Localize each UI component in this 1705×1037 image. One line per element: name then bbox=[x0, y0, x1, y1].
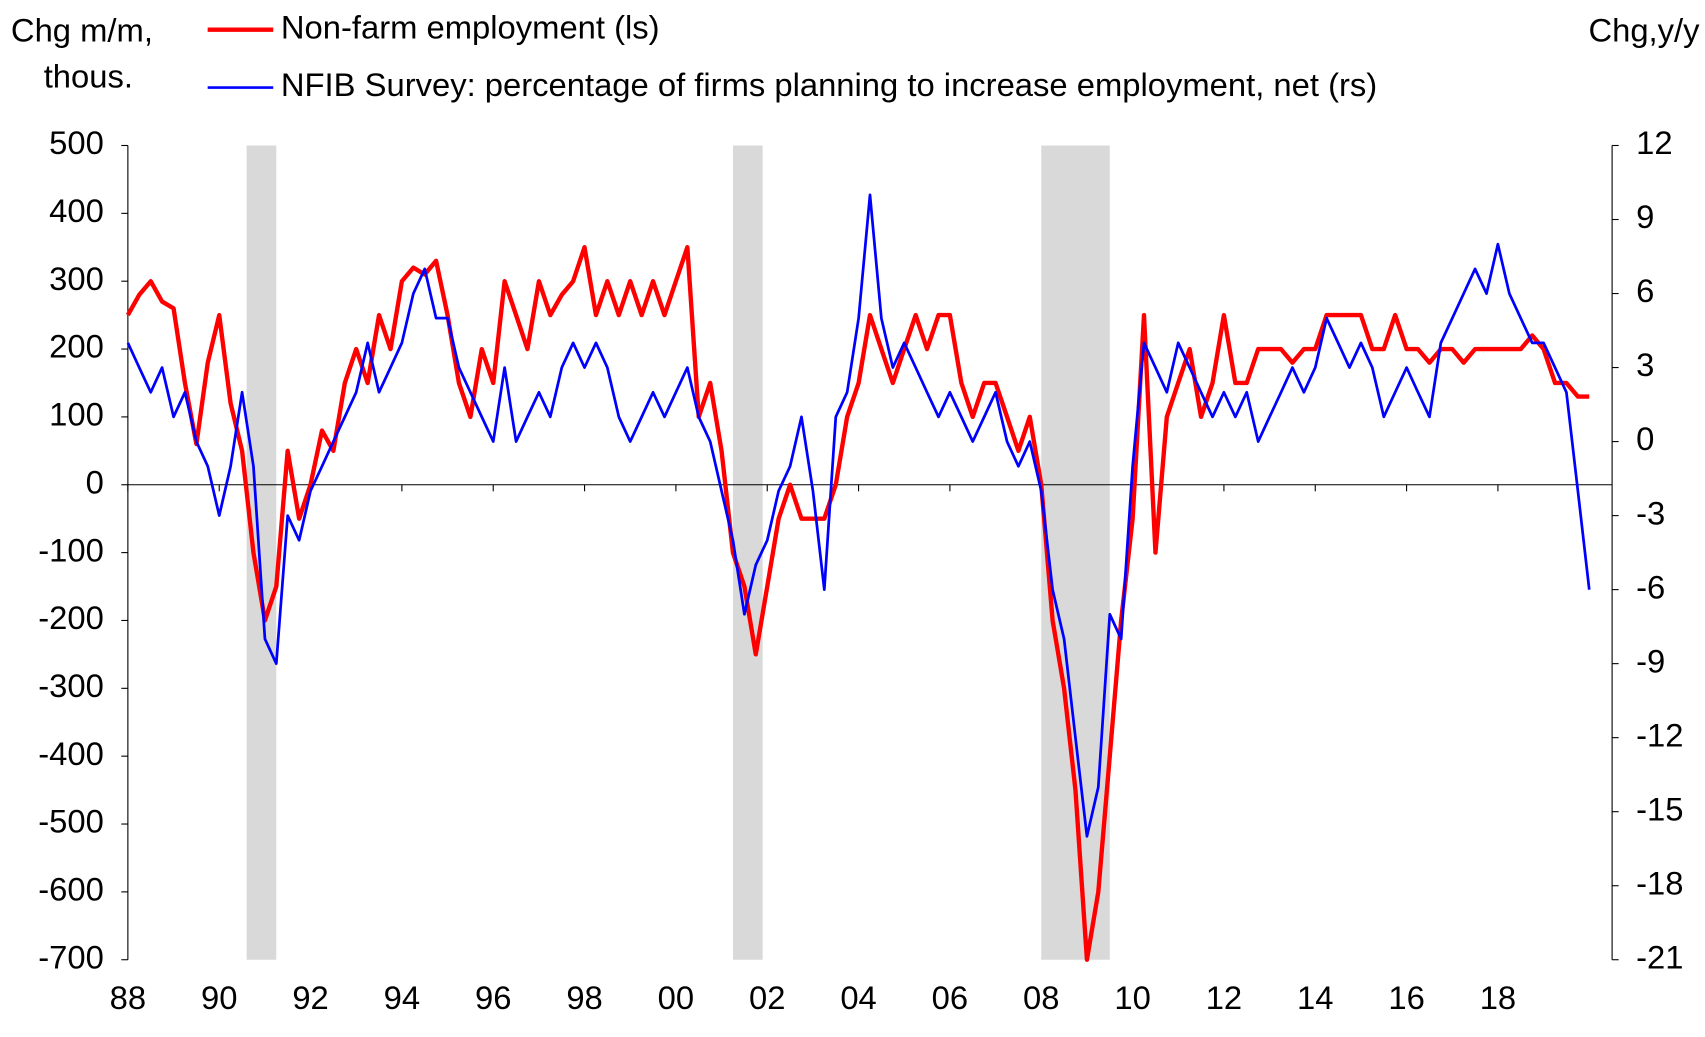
y2-tick-label: -21 bbox=[1636, 938, 1683, 975]
y2-tick-label: 3 bbox=[1636, 346, 1654, 383]
x-tick-label: 18 bbox=[1480, 979, 1516, 1016]
y-tick-label: 400 bbox=[49, 192, 104, 229]
y-tick-label: 300 bbox=[49, 260, 104, 297]
y2-tick-label: -12 bbox=[1636, 716, 1683, 753]
x-tick-label: 06 bbox=[932, 979, 968, 1016]
y-tick-label: -500 bbox=[38, 803, 104, 840]
legend-label: NFIB Survey: percentage of firms plannin… bbox=[281, 66, 1377, 103]
x-tick-label: 90 bbox=[201, 979, 237, 1016]
x-tick-label: 88 bbox=[110, 979, 146, 1016]
y2-tick-label: -6 bbox=[1636, 568, 1665, 605]
x-tick-label: 12 bbox=[1206, 979, 1242, 1016]
y2-tick-label: -3 bbox=[1636, 494, 1665, 531]
x-tick-label: 10 bbox=[1114, 979, 1150, 1016]
y2-tick-label: 6 bbox=[1636, 272, 1654, 309]
y-tick-label: 0 bbox=[86, 463, 104, 500]
x-tick-label: 04 bbox=[840, 979, 876, 1016]
y-tick-label: 500 bbox=[49, 124, 104, 161]
x-tick-label: 92 bbox=[292, 979, 328, 1016]
recession-band bbox=[732, 145, 763, 960]
series-line bbox=[125, 245, 1590, 962]
x-tick-label: 16 bbox=[1388, 979, 1424, 1016]
recession-band bbox=[1041, 145, 1110, 960]
x-tick-label: 00 bbox=[658, 979, 694, 1016]
right-axis-label: Chg,y/y bbox=[1588, 12, 1700, 49]
y2-tick-label: 9 bbox=[1636, 198, 1654, 235]
y-tick-label: -100 bbox=[38, 531, 104, 568]
y-tick-label: 200 bbox=[49, 328, 104, 365]
y-tick-label: -600 bbox=[38, 871, 104, 908]
series-line bbox=[126, 193, 1591, 838]
x-tick-label: 96 bbox=[475, 979, 511, 1016]
x-tick-label: 94 bbox=[384, 979, 420, 1016]
x-tick-label: 02 bbox=[749, 979, 785, 1016]
x-tick-label: 98 bbox=[566, 979, 602, 1016]
legend-label: Non-farm employment (ls) bbox=[281, 8, 660, 45]
y-tick-label: 100 bbox=[49, 396, 104, 433]
x-tick-label: 14 bbox=[1297, 979, 1333, 1016]
recession-band bbox=[246, 145, 277, 960]
left-axis-label: thous. bbox=[44, 57, 133, 94]
y2-tick-label: 0 bbox=[1636, 420, 1654, 457]
left-axis-label: Chg m/m, bbox=[11, 12, 153, 49]
y-tick-label: -200 bbox=[38, 599, 104, 636]
y2-tick-label: -18 bbox=[1636, 864, 1683, 901]
y-tick-label: -300 bbox=[38, 667, 104, 704]
y2-tick-label: 12 bbox=[1636, 124, 1672, 161]
x-tick-label: 08 bbox=[1023, 979, 1059, 1016]
y-tick-label: -400 bbox=[38, 735, 104, 772]
y2-tick-label: -9 bbox=[1636, 642, 1665, 679]
y2-tick-label: -15 bbox=[1636, 790, 1683, 827]
y-tick-label: -700 bbox=[38, 938, 104, 975]
